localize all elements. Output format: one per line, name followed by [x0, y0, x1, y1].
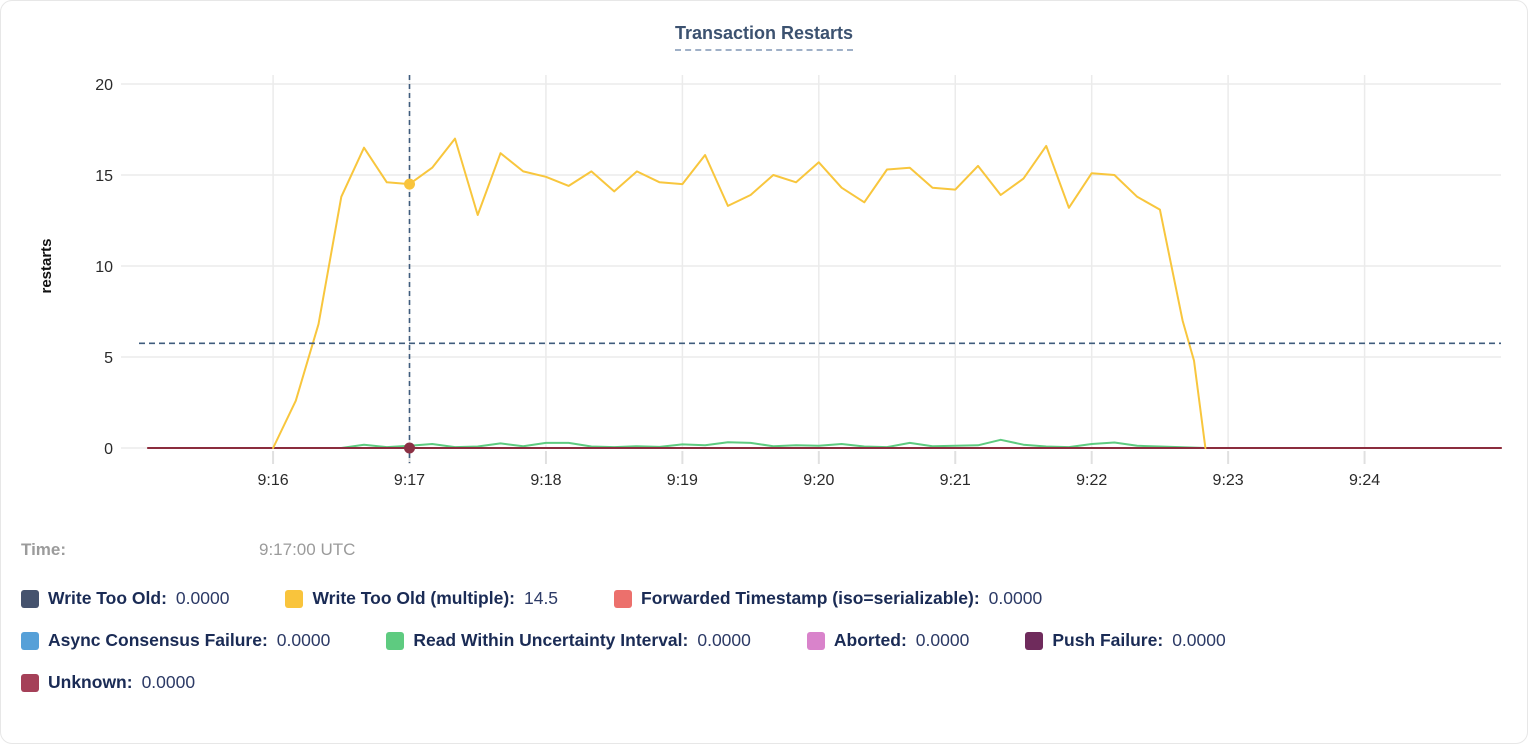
legend-value: 0.0000	[276, 630, 331, 650]
y-axis-tick-label: 0	[104, 441, 113, 458]
legend-row: Unknown: 0.0000	[21, 672, 1527, 693]
legend-swatch-write-too-old	[21, 589, 39, 608]
legend-value: 0.0000	[697, 630, 751, 650]
y-axis-tick-label: 10	[95, 259, 113, 276]
legend-item-write-too-old: Write Too Old: 0.0000	[21, 588, 229, 609]
legend-item-unknown: Unknown: 0.0000	[21, 672, 195, 693]
x-axis-tick-label: 9:19	[667, 472, 698, 489]
y-axis-label: restarts	[38, 238, 55, 293]
x-axis-tick-label: 9:20	[803, 472, 834, 489]
legend-item-async-consensus-failure: Async Consensus Failure: 0.0000	[21, 630, 330, 651]
x-axis-tick-label: 9:24	[1349, 472, 1380, 489]
legend-item-write-too-old-multiple: Write Too Old (multiple): 14.5	[285, 588, 558, 609]
hover-point	[404, 178, 416, 190]
series-line-write-too-old-multiple	[272, 137, 1207, 449]
legend-label: Read Within Uncertainty Interval:	[413, 630, 689, 650]
chart-area: 0 5 10 15 20 9:16 9:17 9:18 9:19 9:20 9:21 9:22 9:23…	[1, 61, 1528, 506]
legend-swatch-unknown	[21, 673, 39, 692]
x-axis-tick-label: 9:16	[257, 472, 288, 489]
chart-header: Transaction Restarts	[1, 23, 1527, 57]
legend-item-push-failure: Push Failure: 0.0000	[1025, 630, 1226, 651]
legend-row: Write Too Old: 0.0000 Write Too Old (multi…	[21, 588, 1527, 609]
legend-swatch-write-too-old-multiple	[285, 589, 304, 608]
x-axis-tick-label: 9:18	[530, 472, 561, 489]
legend-label: Unknown:	[48, 672, 133, 692]
line-chart-canvas[interactable]: 0 5 10 15 20 9:16 9:17 9:18 9:19 9:20 9:21 9:22 9:23…	[1, 61, 1528, 506]
legend-label: Async Consensus Failure:	[48, 630, 268, 650]
hover-point	[404, 442, 416, 454]
legend-swatch-aborted	[806, 631, 825, 650]
hover-time-row: Time: 9:17:00 UTC	[1, 540, 1527, 560]
series-line-read-within-uncertainty-interval	[340, 438, 1207, 449]
y-axis-tick-label: 15	[95, 168, 113, 185]
legend-swatch-async-consensus-failure	[21, 631, 39, 650]
legend-value: 0.0000	[988, 588, 1043, 608]
x-axis-tick-label: 9:17	[394, 472, 425, 489]
legend-swatch-forwarded-timestamp-iso-serializable	[614, 589, 633, 608]
y-axis-tick-label: 5	[104, 350, 113, 367]
legend-label: Write Too Old:	[48, 588, 167, 608]
x-axis-tick-label: 9:23	[1213, 472, 1244, 489]
chart-legend: Write Too Old: 0.0000 Write Too Old (multi…	[1, 588, 1527, 693]
x-axis-tick-label: 9:22	[1076, 472, 1107, 489]
legend-value: 0.0000	[175, 588, 230, 608]
legend-value: 0.0000	[915, 630, 970, 650]
legend-label: Push Failure:	[1052, 630, 1164, 650]
legend-row: Async Consensus Failure: 0.0000 Read Withi…	[21, 630, 1527, 651]
legend-item-aborted: Aborted: 0.0000	[806, 630, 970, 651]
time-label: Time:	[21, 540, 67, 559]
legend-value: 14.5	[523, 588, 559, 608]
legend-value: 0.0000	[141, 672, 196, 692]
legend-item-forwarded-timestamp-iso-serializable: Forwarded Timestamp (iso=serializable): 0…	[614, 588, 1042, 609]
x-axis-tick-label: 9:21	[940, 472, 971, 489]
legend-value: 0.0000	[1172, 630, 1226, 650]
legend-swatch-read-within-uncertainty-interval	[386, 631, 405, 650]
legend-label: Forwarded Timestamp (iso=serializable):	[641, 588, 980, 608]
chart-title[interactable]: Transaction Restarts	[674, 23, 854, 51]
legend-item-read-within-uncertainty-interval: Read Within Uncertainty Interval: 0.0000	[386, 630, 751, 651]
legend-swatch-push-failure	[1025, 631, 1044, 650]
legend-label: Aborted:	[833, 630, 907, 650]
time-value: 9:17:00 UTC	[259, 540, 356, 559]
legend-label: Write Too Old (multiple):	[312, 588, 515, 608]
y-axis-tick-label: 20	[95, 77, 113, 94]
